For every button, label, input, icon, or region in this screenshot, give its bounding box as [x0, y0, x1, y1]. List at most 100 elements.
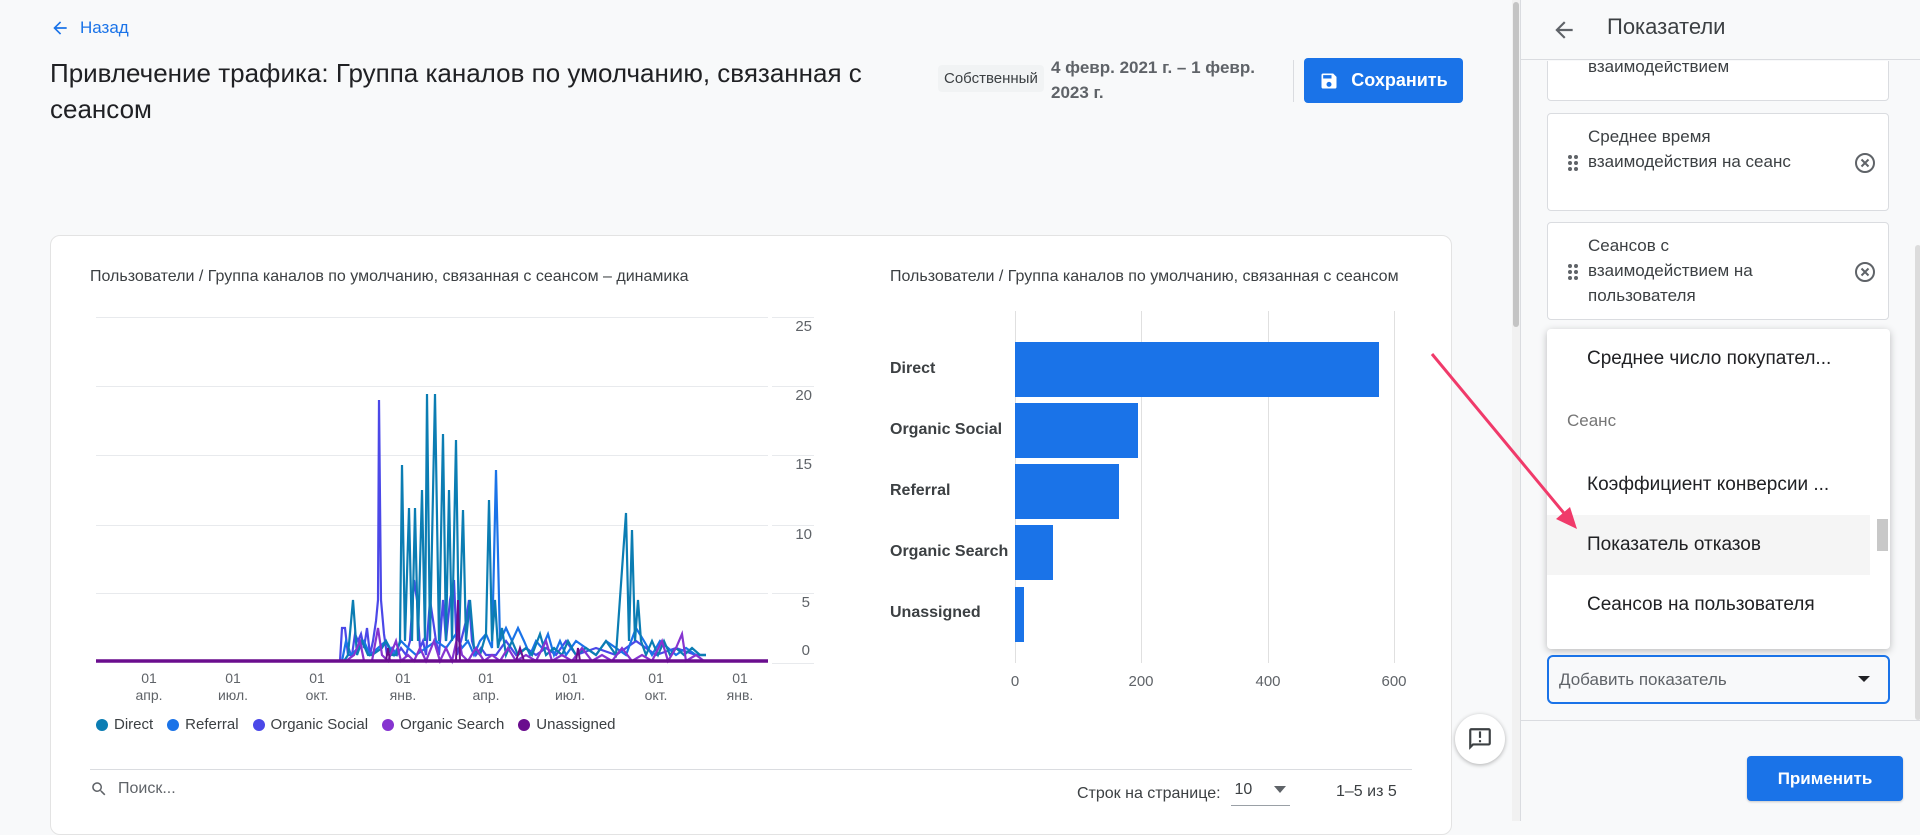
gridline — [772, 455, 814, 456]
drag-handle-icon[interactable] — [1567, 263, 1579, 281]
y-tick: 0 — [801, 642, 810, 659]
dropdown-item-hovered[interactable]: Показатель отказов — [1547, 515, 1870, 575]
gridline — [1141, 311, 1142, 663]
legend-item-direct[interactable]: Direct — [96, 716, 153, 733]
search-input[interactable]: Поиск... — [118, 780, 176, 797]
drag-handle-icon[interactable] — [1567, 154, 1579, 172]
dropdown-scrollbar-thumb[interactable] — [1877, 519, 1888, 551]
line-chart-plot — [96, 393, 768, 665]
main-content: Назад Привлечение трафика: Группа канало… — [50, 18, 1505, 835]
apply-button[interactable]: Применить — [1747, 756, 1903, 801]
gridline — [1394, 311, 1395, 663]
legend-item-organic-social[interactable]: Organic Social — [252, 716, 368, 733]
x-tick: 600 — [1381, 673, 1407, 690]
arrow-left-icon[interactable] — [1551, 17, 1577, 43]
x-tick: 01 июл. — [217, 670, 249, 703]
divider — [1293, 60, 1294, 102]
save-button[interactable]: Сохранить — [1304, 58, 1463, 103]
table-search[interactable]: Поиск... — [90, 780, 176, 798]
x-tick: 0 — [1010, 673, 1020, 690]
legend-dot-icon — [167, 718, 180, 731]
panel-scrollbar[interactable] — [1915, 245, 1920, 720]
legend-dot-icon — [96, 718, 108, 731]
metric-card[interactable]: Среднее время взаимодействия на сеанс — [1547, 113, 1889, 211]
save-label: Сохранить — [1351, 70, 1448, 90]
caret-down-icon — [1858, 676, 1870, 682]
panel-title: Показатели — [1607, 14, 1726, 39]
x-tick: 01 апр. — [135, 670, 163, 703]
bar-direct[interactable] — [1015, 342, 1379, 397]
rows-per-page-select[interactable]: 10 — [1230, 781, 1291, 806]
gridline — [1268, 311, 1269, 663]
back-link[interactable]: Назад — [50, 18, 129, 38]
page-title: Привлечение трафика: Группа каналов по у… — [50, 58, 862, 124]
dropdown-item[interactable]: Коэффициент конверсии ... — [1587, 474, 1830, 495]
bar-label: Direct — [890, 360, 936, 377]
save-icon — [1321, 73, 1337, 88]
remove-circle-icon[interactable] — [1853, 260, 1877, 284]
arrow-left-icon — [53, 21, 67, 35]
x-tick: 01 янв. — [389, 670, 417, 703]
line-chart-title: Пользователи / Группа каналов по умолчан… — [90, 268, 689, 285]
search-icon — [92, 782, 106, 796]
bar-label: Referral — [890, 482, 951, 499]
gridline — [772, 386, 814, 387]
gridline — [772, 525, 814, 526]
legend-dot-icon — [518, 718, 531, 731]
legend-dot-icon — [252, 718, 265, 731]
legend-item-organic-search[interactable]: Organic Search — [382, 716, 504, 733]
x-tick: 400 — [1255, 673, 1281, 690]
remove-circle-icon[interactable] — [1853, 151, 1877, 175]
feedback-icon — [1469, 728, 1491, 750]
gridline — [772, 663, 814, 664]
x-tick: 01 окт. — [644, 670, 668, 703]
gridline — [772, 593, 814, 594]
bar-label: Unassigned — [890, 604, 981, 621]
x-tick: 01 апр. — [472, 670, 500, 703]
gridline — [772, 317, 814, 318]
report-card — [50, 235, 1452, 835]
y-tick: 10 — [795, 526, 812, 543]
bar-organic-search[interactable] — [1015, 525, 1053, 580]
dropdown-item[interactable]: Среднее число покупател... — [1587, 348, 1832, 369]
divider — [1521, 720, 1920, 721]
pagination-info: 1–5 из 5 — [1336, 783, 1397, 800]
metric-dropdown-menu: Среднее число покупател... Сеанс Коэффиц… — [1547, 329, 1890, 649]
x-tick: 01 июл. — [554, 670, 586, 703]
legend-item-unassigned[interactable]: Unassigned — [518, 716, 616, 733]
metrics-list: взаимодействием Среднее время взаимодейс… — [1521, 61, 1911, 721]
legend-dot-icon — [382, 718, 395, 731]
metric-card[interactable]: Сеансов с взаимодействием на пользовател… — [1547, 222, 1889, 320]
bar-organic-social[interactable] — [1015, 403, 1138, 458]
y-tick: 25 — [795, 318, 812, 335]
y-tick: 5 — [801, 594, 810, 611]
dropdown-group-label: Сеанс — [1567, 411, 1617, 430]
y-tick: 20 — [795, 387, 812, 404]
x-tick: 200 — [1128, 673, 1154, 690]
panel-header: Показатели — [1521, 0, 1920, 60]
y-tick: 15 — [795, 456, 812, 473]
x-tick: 01 окт. — [305, 670, 329, 703]
bar-unassigned[interactable] — [1015, 587, 1024, 642]
back-label: Назад — [80, 18, 129, 37]
main-scrollbar-thumb[interactable] — [1513, 2, 1519, 327]
dropdown-item[interactable]: Сеансов на пользователя — [1587, 594, 1815, 615]
bar-label: Organic Search — [890, 543, 1009, 560]
bar-label: Organic Social — [890, 421, 1003, 438]
feedback-button[interactable] — [1455, 714, 1505, 764]
date-range[interactable]: 4 февр. 2021 г. – 1 февр. 2023 г. — [1051, 58, 1255, 102]
metrics-panel: Показатели взаимодействием Среднее время… — [1520, 0, 1920, 821]
gridline — [96, 317, 768, 318]
metric-card[interactable]: взаимодействием — [1547, 61, 1889, 101]
caret-down-icon — [1274, 786, 1287, 793]
rows-per-page-label: Строк на странице: — [1077, 784, 1221, 802]
line-chart-legend: Direct Referral Organic Social Organic S… — [96, 716, 616, 733]
bar-referral[interactable] — [1015, 464, 1119, 519]
add-metric-select[interactable]: Добавить показатель — [1547, 655, 1890, 704]
x-tick: 01 янв. — [726, 670, 754, 703]
gridline — [96, 386, 768, 387]
legend-item-referral[interactable]: Referral — [167, 716, 239, 733]
rows-per-page: Строк на странице: 10 — [1077, 781, 1291, 806]
property-chip: Собственный — [938, 65, 1044, 92]
bar-chart-title: Пользователи / Группа каналов по умолчан… — [890, 268, 1399, 285]
